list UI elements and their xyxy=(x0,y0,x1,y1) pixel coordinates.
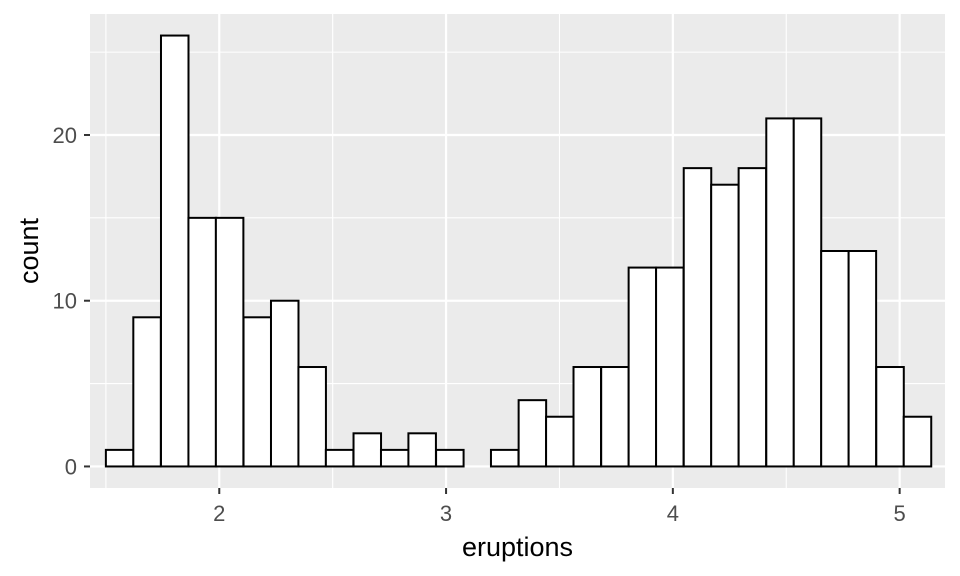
histogram-bar xyxy=(765,117,795,468)
histogram-bar xyxy=(517,399,548,468)
histogram-bar xyxy=(187,216,217,468)
histogram-bar xyxy=(847,250,878,468)
histogram-bar xyxy=(710,183,740,468)
histogram-bar xyxy=(792,117,823,468)
histogram-bar xyxy=(297,366,327,468)
histogram-bar xyxy=(489,448,520,468)
y-axis: 0 10 20 xyxy=(53,123,90,479)
histogram-bar xyxy=(682,167,713,468)
histogram-bars xyxy=(104,34,933,468)
histogram-bar xyxy=(242,316,273,468)
histogram-bar xyxy=(627,266,658,468)
histogram-bar xyxy=(875,366,905,468)
histogram-bar xyxy=(435,448,465,468)
y-tick-label: 10 xyxy=(53,289,77,314)
x-tick-label: 4 xyxy=(667,501,679,526)
histogram-bar xyxy=(132,316,162,468)
x-axis: 2 3 4 5 xyxy=(213,488,906,526)
histogram-bar xyxy=(545,415,575,468)
histogram-bar xyxy=(737,167,768,468)
histogram-bar xyxy=(214,216,245,468)
histogram-bar xyxy=(655,266,685,468)
histogram-bar xyxy=(352,432,383,468)
x-tick-label: 3 xyxy=(440,501,452,526)
y-tick-label: 20 xyxy=(53,123,77,148)
histogram-bar xyxy=(269,299,300,468)
x-tick-label: 5 xyxy=(894,501,906,526)
histogram-bar xyxy=(820,250,850,468)
histogram-bar xyxy=(600,366,630,468)
y-axis-title: count xyxy=(14,217,44,284)
histogram-bar xyxy=(572,366,603,468)
histogram-bar xyxy=(159,34,190,468)
x-axis-title: eruptions xyxy=(462,532,573,562)
x-tick-label: 2 xyxy=(213,501,225,526)
histogram-bar xyxy=(407,432,437,468)
y-tick-label: 0 xyxy=(65,454,77,479)
histogram-bar xyxy=(324,448,355,468)
histogram-bar xyxy=(379,448,410,468)
histogram-bar xyxy=(104,448,135,468)
histogram-bar xyxy=(902,415,933,468)
